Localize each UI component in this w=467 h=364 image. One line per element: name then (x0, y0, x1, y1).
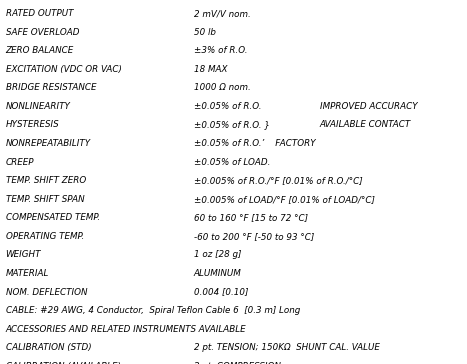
Text: 1000 Ω nom.: 1000 Ω nom. (194, 83, 251, 92)
Text: ±0.005% of R.O./°F [0.01% of R.O./°C]: ±0.005% of R.O./°F [0.01% of R.O./°C] (194, 176, 362, 185)
Text: ±0.05% of R.O.: ±0.05% of R.O. (194, 102, 262, 111)
Text: 50 lb: 50 lb (194, 28, 216, 37)
Text: CREEP: CREEP (6, 158, 34, 167)
Text: BRIDGE RESISTANCE: BRIDGE RESISTANCE (6, 83, 96, 92)
Text: ±0.005% of LOAD/°F [0.01% of LOAD/°C]: ±0.005% of LOAD/°F [0.01% of LOAD/°C] (194, 195, 375, 204)
Text: CALIBRATION (AVAILABLE): CALIBRATION (AVAILABLE) (6, 362, 120, 364)
Text: SAFE OVERLOAD: SAFE OVERLOAD (6, 28, 79, 37)
Text: NONLINEARITY: NONLINEARITY (6, 102, 71, 111)
Text: ±3% of R.O.: ±3% of R.O. (194, 46, 248, 55)
Text: 2 pt. TENSION; 150KΩ  SHUNT CAL. VALUE: 2 pt. TENSION; 150KΩ SHUNT CAL. VALUE (194, 343, 380, 352)
Text: ±0.05% of LOAD.: ±0.05% of LOAD. (194, 158, 270, 167)
Text: COMPENSATED TEMP.: COMPENSATED TEMP. (6, 213, 100, 222)
Text: TEMP. SHIFT SPAN: TEMP. SHIFT SPAN (6, 195, 84, 204)
Text: -60 to 200 °F [-50 to 93 °C]: -60 to 200 °F [-50 to 93 °C] (194, 232, 314, 241)
Text: WEIGHT: WEIGHT (6, 250, 41, 260)
Text: NOM. DEFLECTION: NOM. DEFLECTION (6, 288, 87, 297)
Text: EXCITATION (VDC OR VAC): EXCITATION (VDC OR VAC) (6, 65, 121, 74)
Text: MATERIAL: MATERIAL (6, 269, 49, 278)
Text: OPERATING TEMP.: OPERATING TEMP. (6, 232, 84, 241)
Text: NONREPEATABILITY: NONREPEATABILITY (6, 139, 91, 148)
Text: ZERO BALANCE: ZERO BALANCE (6, 46, 74, 55)
Text: 2 pt. COMPRESSION: 2 pt. COMPRESSION (194, 362, 281, 364)
Text: 1 oz [28 g]: 1 oz [28 g] (194, 250, 241, 260)
Text: 18 MAX: 18 MAX (194, 65, 227, 74)
Text: TEMP. SHIFT ZERO: TEMP. SHIFT ZERO (6, 176, 86, 185)
Text: CALIBRATION (STD): CALIBRATION (STD) (6, 343, 91, 352)
Text: AVAILABLE CONTACT: AVAILABLE CONTACT (320, 120, 411, 130)
Text: 0.004 [0.10]: 0.004 [0.10] (194, 288, 248, 297)
Text: 60 to 160 °F [15 to 72 °C]: 60 to 160 °F [15 to 72 °C] (194, 213, 308, 222)
Text: RATED OUTPUT: RATED OUTPUT (6, 9, 73, 18)
Text: 2 mV/V nom.: 2 mV/V nom. (194, 9, 251, 18)
Text: ±0.05% of R.O. }: ±0.05% of R.O. } (194, 120, 269, 130)
Text: ACCESSORIES AND RELATED INSTRUMENTS AVAILABLE: ACCESSORIES AND RELATED INSTRUMENTS AVAI… (6, 325, 246, 334)
Text: IMPROVED ACCURACY: IMPROVED ACCURACY (320, 102, 417, 111)
Text: ALUMINUM: ALUMINUM (194, 269, 241, 278)
Text: CABLE: #29 AWG, 4 Conductor,  Spiral Teflon Cable 6  [0.3 m] Long: CABLE: #29 AWG, 4 Conductor, Spiral Tefl… (6, 306, 300, 315)
Text: HYSTERESIS: HYSTERESIS (6, 120, 59, 130)
Text: ±0.05% of R.O.’    FACTORY: ±0.05% of R.O.’ FACTORY (194, 139, 315, 148)
